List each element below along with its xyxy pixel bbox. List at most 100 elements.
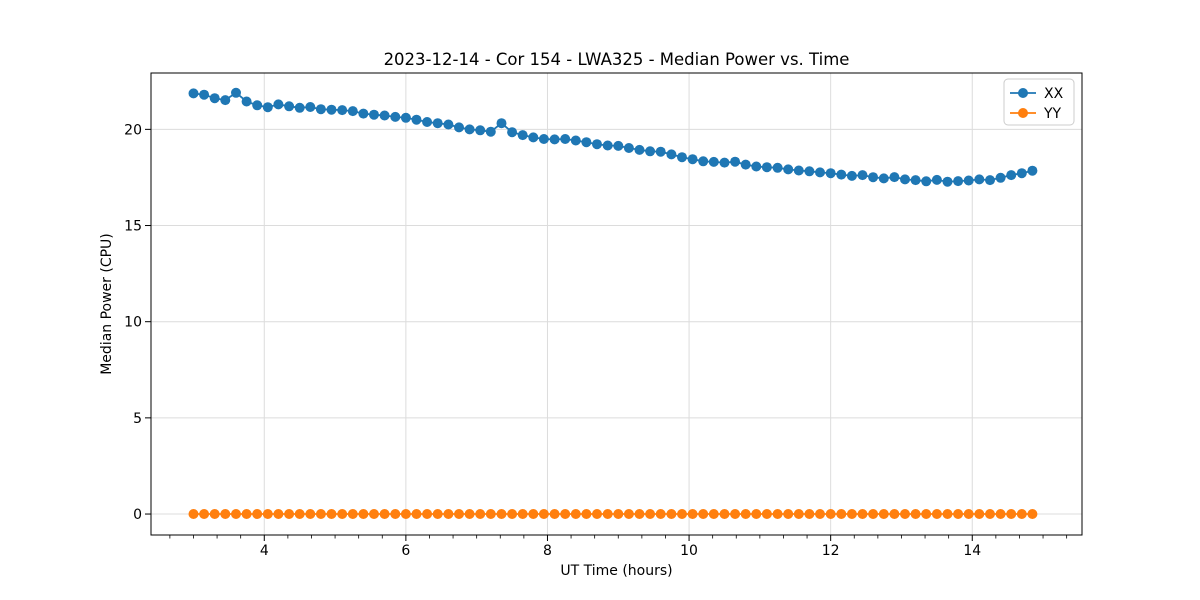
data-point-XX [708,156,719,167]
data-point-XX [953,176,964,187]
data-point-YY [485,509,496,519]
axes-spines [150,72,1083,536]
data-point-XX [910,175,921,186]
x-tick-label: 12 [822,543,840,559]
data-point-YY [868,509,879,519]
data-point-XX [411,114,422,125]
data-point-YY [443,509,454,519]
data-point-YY [1027,509,1038,519]
data-point-XX [241,96,252,107]
data-point-YY [199,509,210,519]
data-point-XX [507,127,518,138]
data-point-YY [910,509,921,519]
data-point-YY [273,509,284,519]
legend-marker-XX [1018,88,1028,98]
data-point-XX [220,95,231,106]
data-point-XX [390,111,401,122]
data-point-XX [549,134,560,145]
data-point-YY [815,509,825,519]
data-point-YY [634,509,645,519]
data-point-XX [602,140,613,151]
x-axis-label: UT Time (hours) [560,563,673,579]
data-point-XX [454,122,464,133]
data-point-XX [400,112,411,123]
data-point-YY [284,509,295,519]
data-point-XX [857,170,868,181]
data-point-XX [815,167,825,178]
x-tick-label: 4 [260,543,269,559]
data-point-YY [358,509,369,519]
data-point-YY [825,509,836,519]
data-point-XX [284,101,295,112]
y-tick-label: 5 [133,411,142,427]
data-point-XX [475,125,486,136]
data-point-YY [528,509,539,519]
data-point-XX [369,109,379,120]
data-point-YY [740,509,751,519]
data-point-YY [517,509,528,519]
data-point-YY [783,509,794,519]
data-point-XX [231,87,241,98]
data-point-XX [761,162,772,173]
data-point-XX [517,130,528,141]
data-point-YY [942,509,953,519]
data-point-YY [538,509,549,519]
data-point-YY [655,509,666,519]
data-point-XX [836,169,847,180]
data-point-XX [326,104,337,115]
data-point-XX [315,104,326,115]
data-point-XX [698,156,709,167]
data-point-XX [825,168,836,179]
series-markers-YY [188,509,1038,519]
data-point-YY [645,509,656,519]
y-tick-label: 0 [133,507,142,523]
data-point-YY [581,509,592,519]
data-point-YY [793,509,804,519]
data-point-XX [645,146,656,157]
data-point-YY [974,509,985,519]
data-point-YY [687,509,698,519]
data-point-YY [677,509,687,519]
data-point-YY [496,509,507,519]
data-point-XX [921,176,932,187]
data-point-XX [783,164,794,175]
data-point-XX [985,175,995,186]
data-point-YY [220,509,231,519]
data-point-YY [379,509,390,519]
data-point-YY [846,509,857,519]
data-point-XX [358,108,369,119]
data-point-XX [974,174,985,185]
data-point-XX [751,161,762,172]
y-tick-label: 10 [124,315,142,331]
data-point-XX [931,174,942,185]
data-point-YY [1006,509,1017,519]
data-point-YY [570,509,581,519]
data-point-YY [305,509,316,519]
legend-box [1003,78,1075,126]
x-tick-label: 8 [543,543,552,559]
data-point-XX [1006,170,1017,181]
data-point-XX [347,106,358,117]
data-point-YY [1016,509,1027,519]
data-point-YY [666,509,677,519]
data-point-YY [719,509,730,519]
data-point-XX [846,170,857,181]
data-point-XX [740,159,751,170]
data-point-YY [326,509,337,519]
data-point-XX [199,89,210,100]
data-point-YY [422,509,433,519]
data-point-XX [677,152,687,163]
x-tick-label: 6 [401,543,410,559]
data-point-YY [390,509,401,519]
series-markers-XX [188,87,1038,187]
data-point-XX [613,140,624,151]
data-point-XX [592,139,602,150]
data-point-XX [730,156,741,167]
data-point-XX [878,173,889,184]
chart-title: 2023-12-14 - Cor 154 - LWA325 - Median P… [383,50,850,69]
data-point-YY [953,509,964,519]
legend-label-YY: YY [1043,106,1062,122]
data-point-YY [507,509,518,519]
data-point-XX [570,135,581,146]
